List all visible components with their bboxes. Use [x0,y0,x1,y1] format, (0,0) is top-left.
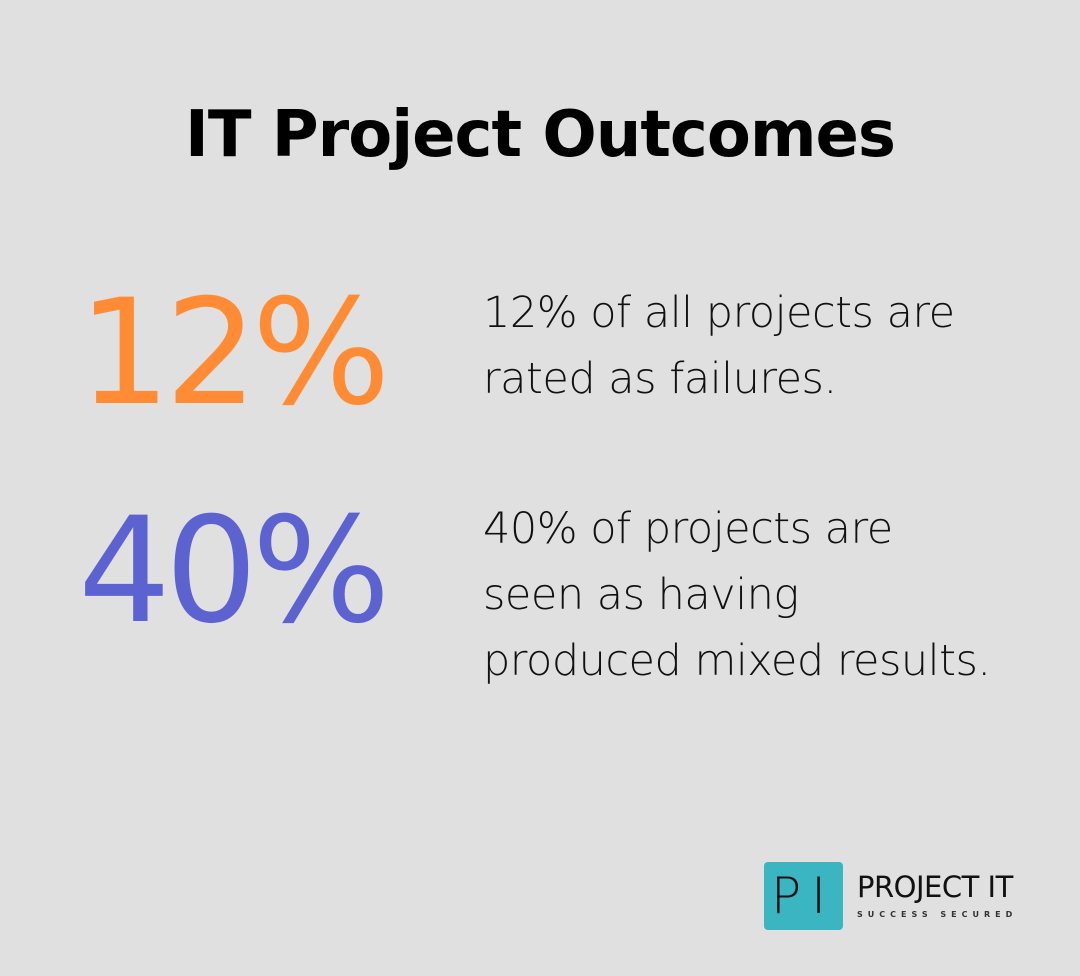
page-title: IT Project Outcomes [185,98,896,172]
logo-text: PROJECT IT SUCCESS SECURED [857,870,1018,920]
stat-value: 40% [78,486,391,656]
brand-logo: PI PROJECT IT SUCCESS SECURED [764,862,1017,930]
logo-name: PROJECT IT [857,870,1013,904]
stat-value: 12% [78,268,391,438]
logo-badge-icon: PI [764,862,843,930]
stat-description: 40% of projects are seen as having produ… [483,504,991,686]
stat-description: 12% of all projects are rated as failure… [483,288,955,404]
logo-tagline: SUCCESS SECURED [857,910,1018,919]
